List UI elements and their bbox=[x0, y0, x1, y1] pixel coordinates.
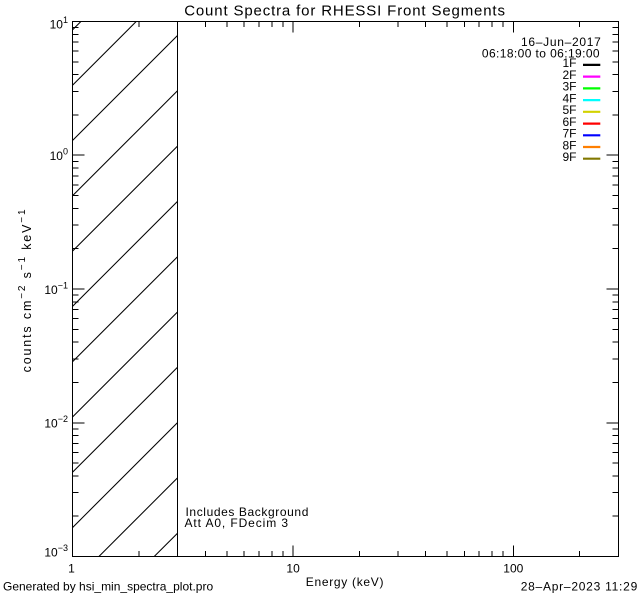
svg-text:10: 10 bbox=[286, 562, 300, 576]
svg-text:Count Spectra for RHESSI Front: Count Spectra for RHESSI Front Segments bbox=[184, 3, 506, 20]
svg-text:9F: 9F bbox=[562, 150, 576, 164]
svg-text:7F: 7F bbox=[562, 127, 576, 141]
svg-text:Includes Background: Includes Background bbox=[186, 505, 309, 519]
svg-text:8F: 8F bbox=[562, 138, 576, 152]
svg-text:Att A0, FDecim 3: Att A0, FDecim 3 bbox=[185, 516, 289, 530]
svg-text:2F: 2F bbox=[562, 68, 576, 82]
svg-text:3F: 3F bbox=[562, 80, 576, 94]
svg-text:Energy (keV): Energy (keV) bbox=[306, 575, 384, 589]
svg-text:6F: 6F bbox=[562, 115, 576, 129]
svg-text:16–Jun–2017: 16–Jun–2017 bbox=[521, 35, 601, 49]
svg-text:100: 100 bbox=[503, 562, 523, 576]
svg-text:4F: 4F bbox=[562, 91, 576, 105]
svg-text:1F: 1F bbox=[562, 56, 576, 70]
svg-text:1: 1 bbox=[68, 562, 75, 576]
svg-text:28–Apr–2023 11:29: 28–Apr–2023 11:29 bbox=[521, 580, 638, 594]
svg-text:06:18:00 to 06:19:00: 06:18:00 to 06:19:00 bbox=[482, 47, 600, 61]
svg-text:counts cm−2 s−1 keV−1: counts cm−2 s−1 keV−1 bbox=[17, 208, 34, 373]
svg-text:Generated by hsi_min_spectra_p: Generated by hsi_min_spectra_plot.pro bbox=[3, 580, 213, 594]
svg-text:5F: 5F bbox=[562, 103, 576, 117]
